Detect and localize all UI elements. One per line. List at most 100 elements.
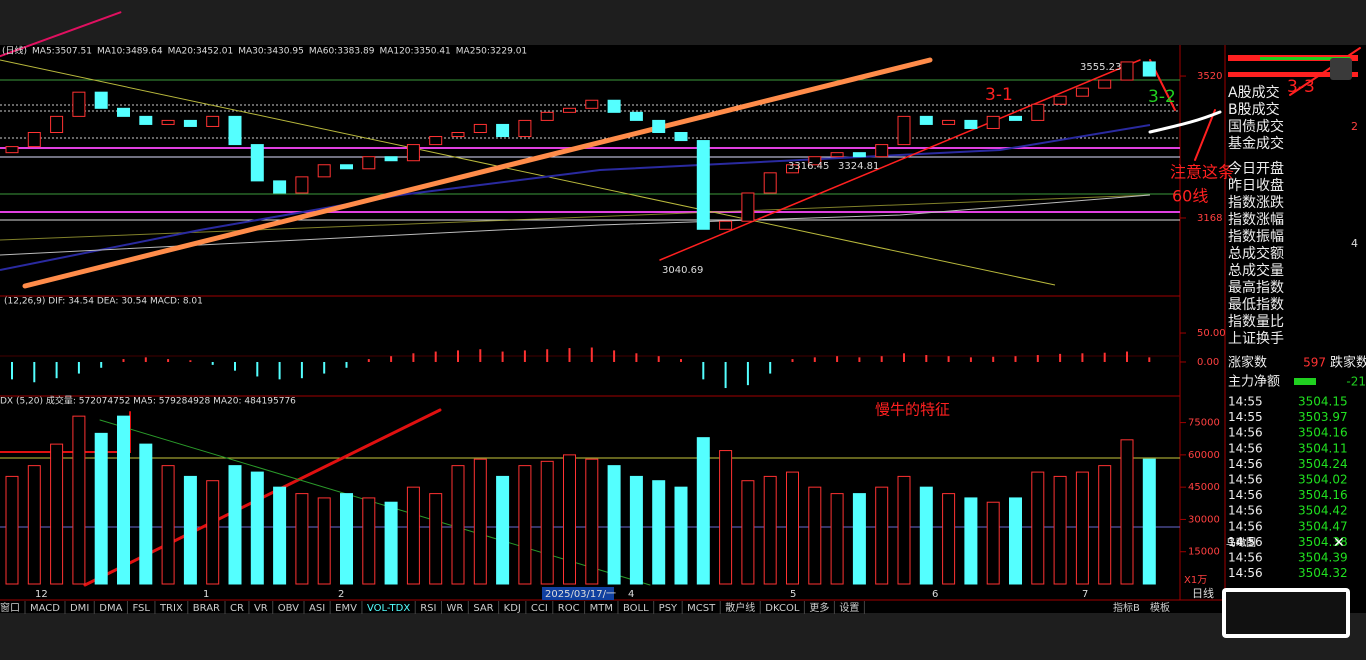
side-label: 指数涨幅 — [1228, 212, 1284, 228]
tab[interactable]: 更多 — [809, 601, 829, 614]
annotation: 3555.23 — [1080, 62, 1121, 73]
candle — [719, 220, 733, 230]
candle — [406, 144, 420, 162]
tab[interactable]: EMV — [335, 603, 357, 614]
y-tick-label: 50.00 — [1197, 328, 1226, 339]
y-tick-label: 0.00 — [1197, 357, 1219, 368]
tab[interactable]: 指标B — [1113, 601, 1140, 614]
tab[interactable]: BRAR — [193, 603, 220, 614]
annotation: 3-3 — [1287, 77, 1315, 97]
y-tick-label: 75000 — [1188, 418, 1220, 429]
volume-bar — [875, 486, 889, 585]
candle — [429, 136, 443, 146]
tick-time: 14:56 — [1228, 488, 1263, 502]
tab[interactable]: MACD — [30, 603, 60, 614]
candle — [206, 115, 220, 127]
texts: 3520 3168 50.00 0.00 75000 60000 45000 30000 150… — [0, 45, 1366, 614]
tab[interactable]: WR — [446, 603, 463, 614]
tick-price: 3504.47 — [1298, 519, 1348, 533]
candle — [696, 140, 710, 230]
tab[interactable]: TRIX — [159, 603, 183, 614]
side-label: 指数振幅 — [1228, 229, 1284, 245]
side-label: 指数量比 — [1228, 314, 1284, 330]
candle — [94, 91, 108, 109]
tab[interactable]: DKCOL — [765, 603, 800, 614]
tick-time: 14:56 — [1228, 504, 1263, 518]
side-label: A股成交 — [1228, 84, 1280, 101]
candle — [183, 119, 197, 127]
tab[interactable]: FSL — [132, 603, 150, 614]
ma-legend: MA30:3430.95 — [238, 47, 304, 57]
tab[interactable]: 设置 — [839, 602, 859, 614]
volume-bar — [406, 486, 420, 585]
annotation: 60线 — [1172, 187, 1208, 206]
candle — [585, 99, 599, 109]
tab[interactable]: DMI — [70, 603, 89, 614]
candle — [362, 156, 376, 170]
footer-background — [0, 613, 1366, 660]
candle — [117, 107, 130, 117]
candle — [295, 176, 309, 194]
candle — [72, 91, 86, 117]
tick-time: 14:56 — [1228, 566, 1263, 580]
tab[interactable]: CR — [230, 603, 244, 614]
volume-bar — [652, 480, 666, 585]
candle — [629, 111, 643, 121]
volume-bar — [518, 465, 532, 585]
tab[interactable]: VOL-TDX — [367, 603, 410, 614]
tab[interactable]: KDJ — [504, 603, 521, 614]
tab[interactable]: RSI — [420, 603, 436, 614]
tab[interactable]: PSY — [659, 603, 678, 614]
side-label: 指数涨跌 — [1228, 195, 1284, 211]
volume-bar — [384, 501, 398, 585]
volume-bar — [273, 486, 287, 585]
candle — [1120, 61, 1134, 81]
tab[interactable]: BOLL — [623, 603, 649, 614]
tab[interactable]: CCI — [531, 603, 548, 614]
expand-button[interactable] — [1330, 58, 1352, 80]
tab[interactable]: MTM — [590, 603, 613, 614]
volume-bar — [317, 497, 331, 585]
volume-bar — [362, 497, 376, 585]
reference-lines — [0, 59, 1180, 528]
tick-time: 14:56 — [1228, 535, 1263, 549]
tick-time: 14:55 — [1228, 410, 1263, 424]
side-label: 昨日收盘 — [1228, 177, 1284, 194]
tab[interactable]: ASI — [309, 603, 325, 614]
tab[interactable]: VR — [254, 603, 268, 614]
candle — [139, 115, 153, 125]
candle — [451, 132, 465, 138]
y-tick-label: 45000 — [1188, 482, 1220, 493]
x-tick-label: 6 — [932, 589, 938, 600]
volume-bar — [496, 475, 510, 585]
tab[interactable]: DMA — [99, 603, 122, 614]
period[interactable]: 日线 — [1192, 586, 1214, 600]
tab[interactable]: ROC — [558, 603, 580, 614]
y-tick-label: 3520 — [1197, 71, 1222, 82]
volume-bar — [183, 475, 197, 585]
volume-bar — [161, 465, 175, 585]
volume-bar — [1031, 471, 1045, 585]
tab[interactable]: 窗口 — [0, 601, 20, 614]
tab[interactable]: 散户线 — [725, 601, 755, 614]
tick-price: 3504.38 — [1298, 535, 1348, 549]
panel-borders — [0, 45, 1226, 601]
volume-bar — [986, 501, 1000, 585]
volume-bar — [139, 443, 153, 585]
volume-bar — [629, 475, 643, 585]
volume-bar — [763, 475, 777, 585]
ma-legend: MA250:3229.01 — [456, 47, 527, 57]
tab[interactable]: 模板 — [1150, 601, 1170, 614]
x-tick-label: 4 — [628, 589, 634, 600]
overview-thumb — [1226, 592, 1346, 634]
side-label: 最高指数 — [1228, 279, 1284, 296]
tab[interactable]: OBV — [278, 603, 299, 614]
volume-bar — [5, 475, 19, 585]
candle — [674, 132, 688, 142]
tab[interactable]: MCST — [687, 603, 716, 614]
tab[interactable]: SAR — [473, 603, 493, 614]
close-icon: ✕ — [1333, 535, 1345, 551]
candle — [1031, 103, 1045, 121]
